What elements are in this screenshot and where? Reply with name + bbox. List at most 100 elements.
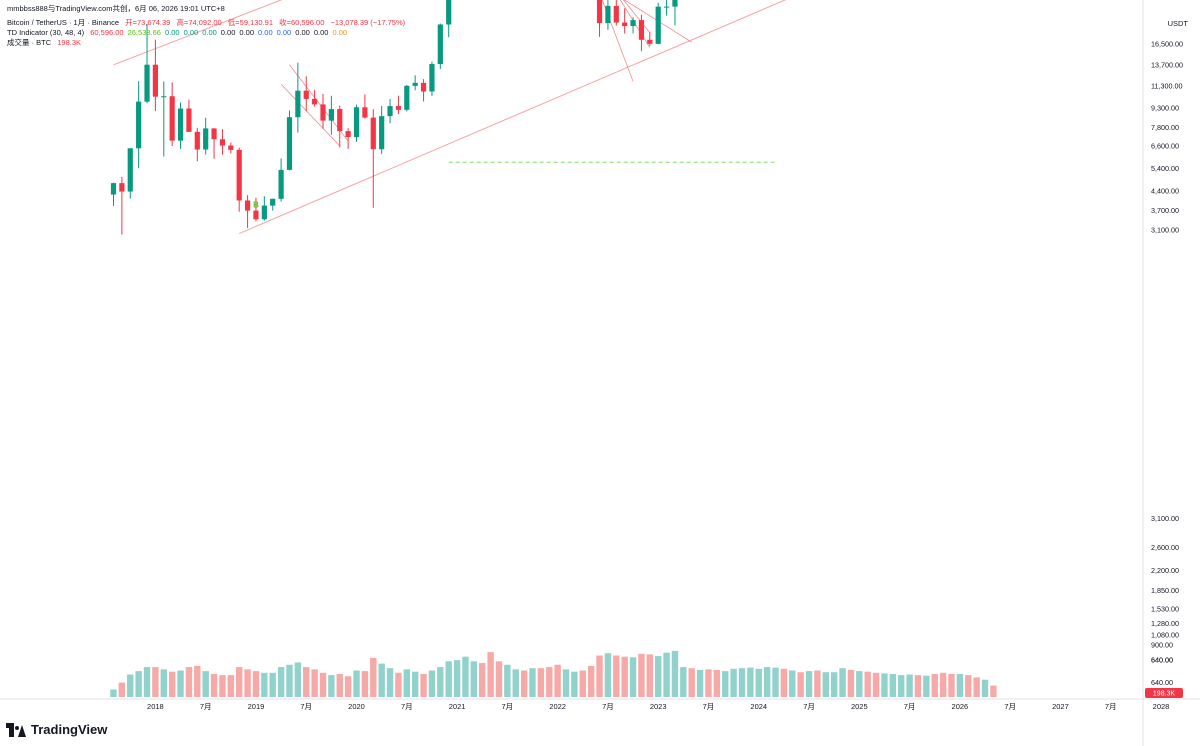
symbol-legend: Bitcoin / TetherUS · 1月 · Binance 开=73,6… <box>7 18 409 28</box>
volume-bar <box>898 675 905 697</box>
candle-body <box>404 85 410 110</box>
candle-body <box>295 90 301 118</box>
td-indicator-legend: TD Indicator (30, 48, 4) 60,596.00 26,538… <box>7 28 355 38</box>
volume-label[interactable]: 成交量 · BTC <box>7 38 52 47</box>
volume-bar <box>579 670 586 697</box>
volume-bar <box>797 672 804 697</box>
td-value: 0.00 <box>239 28 255 37</box>
volume-bar <box>864 671 871 697</box>
volume-bar <box>152 667 159 697</box>
volume-bar <box>830 672 838 697</box>
td-value: 60,596.00 <box>90 28 124 37</box>
td-value: 0.00 <box>332 28 348 37</box>
tradingview-logo[interactable]: TradingView <box>6 722 107 737</box>
volume-bar <box>378 663 385 697</box>
td-indicator-label[interactable]: TD Indicator (30, 48, 4) <box>7 28 85 37</box>
volume-bar <box>319 672 327 697</box>
price-tick-label: 5,400.00 <box>1151 164 1179 173</box>
volume-bar <box>261 672 268 697</box>
volume-bar <box>881 673 888 697</box>
candle-body <box>119 183 125 192</box>
candle-body <box>261 205 267 220</box>
volume-bar <box>135 671 142 697</box>
time-tick-label: 2028 <box>1153 702 1170 711</box>
candle-body <box>638 20 645 40</box>
candle-body <box>169 96 175 141</box>
candle-body <box>379 116 385 150</box>
high-value: 高=74,092.00 <box>176 18 222 27</box>
time-tick-label: 2022 <box>549 702 566 711</box>
volume-bar <box>487 652 494 697</box>
time-tick-label: 7月 <box>803 702 815 711</box>
volume-bar <box>428 670 436 697</box>
candle-body <box>244 200 251 211</box>
volume-bar <box>931 673 938 697</box>
candle-body <box>387 106 393 117</box>
candle-body <box>161 96 167 98</box>
candle-body <box>203 128 209 150</box>
volume-bar <box>713 669 721 697</box>
volume-bar <box>437 667 444 697</box>
symbol-name[interactable]: Bitcoin / TetherUS · 1月 · Binance <box>7 18 119 27</box>
time-tick-label: 7月 <box>401 702 413 711</box>
volume-bar <box>177 670 184 697</box>
channel-upper-line <box>113 0 283 66</box>
volume-bar <box>990 685 997 697</box>
volume-tick-label: 2,200.00 <box>1151 566 1179 575</box>
candle-body <box>211 128 217 140</box>
currency-label: USDT <box>1167 19 1188 28</box>
volume-tick-label: 640.00 <box>1151 678 1173 687</box>
candle-body <box>127 148 133 192</box>
price-tick-label: 11,300.00 <box>1151 82 1182 91</box>
candle-body <box>362 107 368 118</box>
candle-body <box>663 6 670 8</box>
last-volume-badge <box>1145 688 1183 698</box>
low-value: 低=59,130.91 <box>227 18 274 27</box>
volume-tick-label: 1,850.00 <box>1151 586 1179 595</box>
volume-bar <box>587 665 595 697</box>
volume-bar <box>705 669 712 697</box>
volume-bar <box>872 672 880 697</box>
td-value: 0.00 <box>313 28 329 37</box>
td-value: 0.00 <box>164 28 180 37</box>
buy-signal-label: B <box>253 200 259 209</box>
volume-bar <box>353 670 360 697</box>
volume-bar <box>194 665 201 697</box>
price-tick-label: 3,100.00 <box>1151 225 1179 234</box>
volume-bar <box>286 664 293 697</box>
time-tick-label: 7月 <box>1004 702 1016 711</box>
close-value: 收=60,596.00 <box>279 18 325 27</box>
volume-bar <box>604 653 612 697</box>
candle-body <box>596 0 603 24</box>
candle-body <box>219 139 226 146</box>
last-volume-label: 198.3K <box>1153 691 1176 698</box>
volume-bar <box>847 669 855 697</box>
pattern-trend-line <box>619 0 651 48</box>
tradingview-logo-text: TradingView <box>31 722 108 737</box>
volume-bar <box>856 671 863 697</box>
tradingview-logo-icon <box>6 722 26 737</box>
candle-body <box>152 64 158 97</box>
candle-body <box>253 210 259 220</box>
volume-bar <box>906 674 913 697</box>
candle-body <box>144 64 150 102</box>
volume-bar <box>529 668 536 697</box>
volume-bar <box>722 671 729 697</box>
volume-bar <box>956 673 964 697</box>
candle-body <box>437 24 443 65</box>
volume-bar <box>504 664 511 697</box>
candle-body <box>177 108 184 141</box>
volume-tick-label: 3,100.00 <box>1151 514 1179 523</box>
candle-body <box>194 131 200 150</box>
candle-body <box>353 107 360 138</box>
candle-body <box>136 101 142 149</box>
td-value: 26,538.66 <box>127 28 161 37</box>
candle-body <box>395 106 402 110</box>
volume-bar <box>185 667 193 697</box>
price-tick-label: 9,300.00 <box>1151 103 1179 112</box>
candle-body <box>412 82 418 86</box>
price-tick-label: 7,800.00 <box>1151 123 1179 132</box>
td-value: 0.00 <box>220 28 236 37</box>
time-tick-label: 7月 <box>703 702 715 711</box>
